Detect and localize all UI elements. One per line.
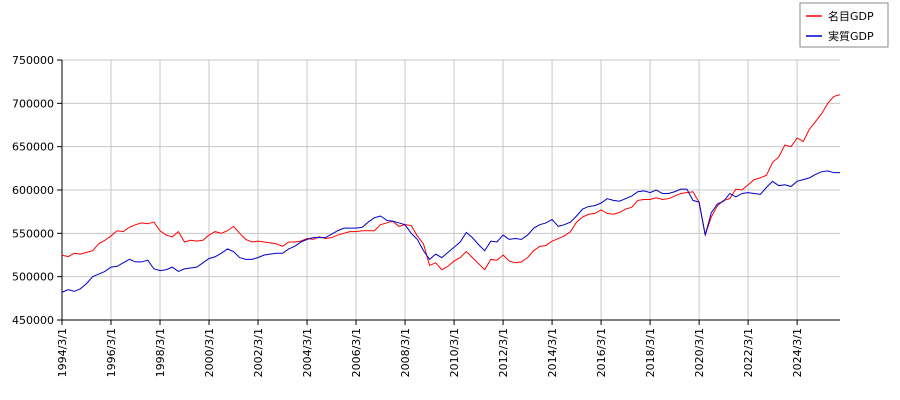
x-tick-label: 2014/3/1: [546, 328, 559, 377]
legend-label: 名目GDP: [828, 9, 874, 23]
y-tick-label: 650000: [12, 141, 54, 154]
x-tick-label: 2022/3/1: [742, 328, 755, 377]
x-tick-label: 2010/3/1: [448, 328, 461, 377]
y-tick-label: 700000: [12, 97, 54, 110]
x-tick-label: 2012/3/1: [497, 328, 510, 377]
x-tick-label: 2016/3/1: [595, 328, 608, 377]
legend-box: [799, 2, 889, 48]
y-tick-label: 550000: [12, 227, 54, 240]
x-tick-label: 2008/3/1: [399, 328, 412, 377]
legend-label: 実質GDP: [828, 29, 874, 43]
x-tick-label: 2004/3/1: [301, 328, 314, 377]
y-tick-label: 500000: [12, 271, 54, 284]
x-tick-label: 2020/3/1: [693, 328, 706, 377]
x-tick-label: 2018/3/1: [644, 328, 657, 377]
x-tick-label: 2024/3/1: [791, 328, 804, 377]
legend: 名目GDP 実質GDP: [799, 2, 889, 48]
y-tick-label: 600000: [12, 184, 54, 197]
y-tick-label: 750000: [12, 54, 54, 67]
x-tick-label: 2006/3/1: [350, 328, 363, 377]
series-line: [61, 94, 841, 271]
x-tick-label: 2000/3/1: [203, 328, 216, 377]
y-tick-label: 450000: [12, 314, 54, 327]
x-tick-label: 1998/3/1: [154, 328, 167, 377]
x-tick-label: 2002/3/1: [252, 328, 265, 377]
x-tick-label: 1996/3/1: [105, 328, 118, 377]
x-tick-label: 1994/3/1: [56, 328, 69, 377]
series-line: [61, 170, 840, 293]
